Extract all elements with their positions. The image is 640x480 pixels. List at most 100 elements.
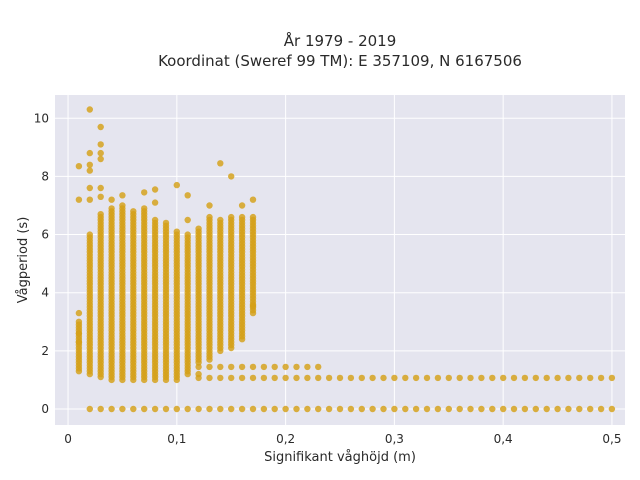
- data-point: [271, 374, 278, 382]
- data-point: [86, 106, 94, 113]
- data-point: [86, 405, 94, 413]
- data-point: [249, 196, 257, 203]
- data-point: [293, 363, 300, 371]
- data-point: [206, 213, 213, 221]
- data-point: [500, 405, 507, 413]
- data-point: [228, 213, 235, 221]
- y-tick-labels: 0 2 4 6 8 10: [34, 111, 49, 416]
- data-point: [151, 216, 159, 224]
- data-point: [423, 374, 431, 382]
- data-point: [97, 184, 104, 192]
- y-tick-label: 2: [41, 344, 49, 358]
- data-point: [228, 374, 235, 382]
- data-point: [141, 189, 148, 196]
- data-point: [217, 160, 224, 167]
- data-point: [249, 363, 257, 371]
- data-point: [173, 228, 180, 235]
- data-point: [86, 149, 94, 157]
- data-point: [217, 374, 224, 382]
- data-point: [565, 374, 572, 382]
- data-point: [238, 213, 246, 221]
- data-point: [576, 405, 583, 413]
- y-tick-label: 6: [41, 228, 49, 242]
- data-point: [282, 405, 289, 413]
- data-point: [151, 199, 159, 206]
- chart-title-line-1: År 1979 - 2019: [284, 31, 397, 50]
- data-point: [402, 374, 409, 382]
- data-point: [336, 405, 344, 413]
- data-point: [271, 363, 278, 371]
- data-point: [543, 374, 550, 382]
- data-point: [554, 405, 561, 413]
- data-point: [532, 405, 539, 413]
- data-point: [260, 405, 268, 413]
- data-point: [162, 219, 170, 227]
- data-point: [238, 374, 246, 382]
- data-point: [467, 405, 474, 413]
- data-point: [108, 405, 115, 413]
- data-point: [108, 205, 115, 212]
- plot-background: [55, 95, 625, 425]
- data-point: [97, 211, 104, 218]
- data-point: [304, 363, 311, 371]
- data-point: [456, 405, 463, 413]
- data-point: [412, 374, 420, 382]
- data-point: [238, 405, 246, 413]
- data-point: [119, 405, 126, 413]
- data-point: [238, 202, 246, 209]
- data-point: [293, 405, 300, 413]
- data-point: [75, 330, 83, 337]
- data-point: [75, 163, 83, 170]
- data-point: [249, 213, 257, 221]
- x-axis-title: Signifikant våghöjd (m): [264, 450, 416, 465]
- data-point: [173, 181, 180, 189]
- data-point: [347, 405, 355, 413]
- data-point: [412, 405, 420, 413]
- data-point: [597, 374, 605, 382]
- data-point: [130, 405, 137, 413]
- data-point: [434, 405, 442, 413]
- data-point: [217, 363, 224, 371]
- data-point: [97, 155, 104, 163]
- data-point: [315, 363, 322, 371]
- data-point: [445, 374, 452, 382]
- data-point: [141, 405, 148, 413]
- data-point: [510, 374, 518, 382]
- data-point: [75, 338, 83, 346]
- data-point: [315, 405, 322, 413]
- data-point: [369, 405, 376, 413]
- data-point: [162, 405, 170, 413]
- data-points: [75, 106, 616, 413]
- data-point: [347, 374, 355, 382]
- data-point: [325, 374, 333, 382]
- data-point: [119, 192, 126, 199]
- data-point: [271, 405, 278, 413]
- data-point: [336, 374, 344, 382]
- data-point: [532, 374, 539, 382]
- data-point: [228, 173, 235, 180]
- data-point: [249, 374, 257, 382]
- data-point: [391, 405, 398, 413]
- data-point: [402, 405, 409, 413]
- data-point: [325, 405, 333, 413]
- data-point: [456, 374, 463, 382]
- data-point: [97, 141, 104, 148]
- data-point: [86, 167, 94, 174]
- y-tick-label: 10: [34, 111, 49, 125]
- data-point: [206, 363, 213, 371]
- data-point: [489, 374, 496, 382]
- data-point: [423, 405, 431, 413]
- y-gridlines: [55, 117, 625, 410]
- data-point: [608, 405, 616, 413]
- data-point: [304, 374, 311, 382]
- data-point: [86, 231, 94, 238]
- chart-title-line-2: Koordinat (Sweref 99 TM): E 357109, N 61…: [158, 52, 522, 70]
- data-point: [249, 405, 257, 413]
- data-point: [282, 374, 289, 382]
- data-point: [195, 225, 202, 232]
- data-point: [97, 193, 104, 200]
- data-point: [391, 374, 398, 382]
- data-point: [249, 302, 257, 309]
- data-point: [434, 374, 442, 382]
- data-point: [184, 192, 191, 199]
